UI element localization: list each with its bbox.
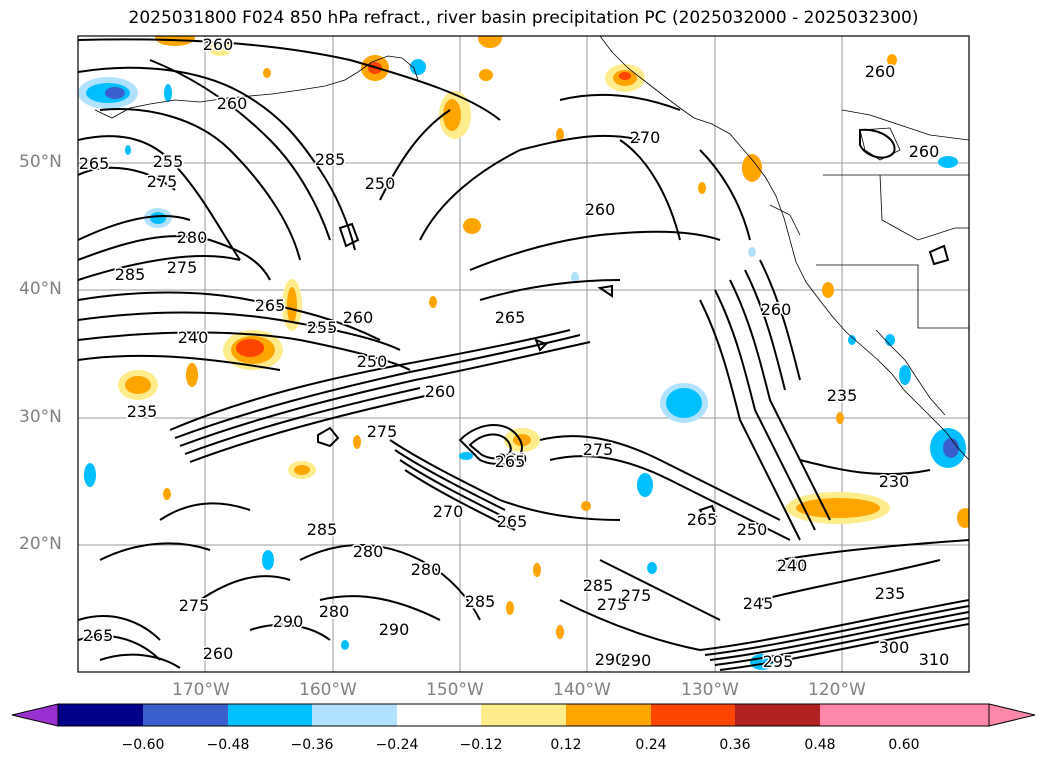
contour-label: 260 [203,35,234,54]
contour-label: 295 [763,652,794,671]
colorbar-segment [566,704,651,726]
contour-label: 260 [909,142,940,161]
contour-label: 280 [411,560,442,579]
contour-label: 235 [127,402,158,421]
colorbar-tick-label: 0.24 [635,737,667,753]
colorbar-tick-label: 0.48 [804,737,836,753]
colorbar-tick-label: 0.36 [719,737,751,753]
contour-label: 270 [630,128,661,147]
contour-label: 280 [353,542,384,561]
contour-label: 260 [343,308,374,327]
contour-label: 285 [583,576,614,595]
colorbar-segment [735,704,820,726]
lon-label-130w: 130°W [681,680,739,700]
contour-label: 240 [777,556,808,575]
contour-label: 265 [79,154,110,173]
contour-label: 230 [879,472,910,491]
contour-label: 260 [497,450,528,469]
contour-label: 285 [465,592,496,611]
map-title: 2025031800 F024 850 hPa refract., river … [128,8,919,28]
coastlines [94,36,969,461]
colorbar-segment [312,704,397,726]
colorbar-extend-left [11,703,59,727]
contour-label: 265 [497,512,528,531]
contour-label: 235 [875,584,906,603]
contour-label: 260 [585,200,616,219]
colorbar-tick-label: −0.36 [290,737,334,753]
contour-label: 275 [597,595,628,614]
plot-frame [77,35,970,673]
colorbar-segment [228,704,312,726]
lat-label-50: 50°N [19,152,62,172]
colorbar-segment [820,704,904,726]
contour-label: 275 [583,440,614,459]
contour-label: 290 [379,620,410,639]
contour-label: 265 [83,626,114,645]
contour-label: 260 [425,382,456,401]
contour-label: 260 [217,94,248,113]
colorbar-extend-right [988,703,1036,727]
lat-label-30: 30°N [19,407,62,427]
contour-label: 250 [357,352,388,371]
contour-label: 275 [147,172,178,191]
contour-label: 275 [167,258,198,277]
refractivity-contours [78,38,969,671]
lat-label-20: 20°N [19,534,62,554]
colorbar-segment [904,704,989,726]
contour-label: 265 [495,308,526,327]
contour-label: 250 [737,520,768,539]
lon-label-150w: 150°W [426,680,484,700]
shaded-anomalies [78,36,969,670]
contour-label: 280 [319,602,350,621]
lon-label-140w: 140°W [553,680,611,700]
contour-label: 285 [315,150,346,169]
colorbar-tick-label: −0.48 [206,737,250,753]
lat-label-40: 40°N [19,279,62,299]
colorbar-tick-label: −0.60 [121,737,165,753]
colorbar-segment [58,704,143,726]
contour-label: 255 [307,318,338,337]
colorbar-tick-label: −0.24 [375,737,419,753]
contour-label: 285 [307,520,338,539]
colorbar-tick-label: 0.12 [550,737,582,753]
contour-label: 300 [879,638,910,657]
colorbar-segment [143,704,228,726]
contour-label: 275 [179,596,210,615]
colorbar-tick-label: 0.60 [888,737,920,753]
contour-label: 240 [775,556,806,575]
contour-label: 265 [687,510,718,529]
plot-area [78,36,969,672]
contour-label: 290 [273,612,304,631]
colorbar-segment [481,704,566,726]
colorbar-tick-label: −0.12 [459,737,503,753]
contour-label: 235 [827,386,858,405]
contour-label: 290 [595,650,626,669]
contour-label: 290 [621,651,652,670]
contour-label: 260 [203,644,234,663]
contour-label: 245 [743,594,774,613]
contour-label: 280 [177,228,208,247]
lon-label-170w: 170°W [172,680,230,700]
contour-label: 275 [367,422,398,441]
colorbar [11,703,1036,727]
colorbar-segment [651,704,735,726]
colorbar-segment [397,704,481,726]
contour-label: 310 [919,650,950,669]
lon-label-160w: 160°W [299,680,357,700]
contour-label: 270 [433,502,464,521]
lon-label-120w: 120°W [808,680,866,700]
contour-label: 275 [621,586,652,605]
contour-label: 240 [178,328,209,347]
contour-label: 265 [495,452,526,471]
contour-label: 250 [365,174,396,193]
contour-label: 255 [153,152,184,171]
contour-label: 260 [865,62,896,81]
contour-label: 260 [761,300,792,319]
contour-label: 265 [255,296,286,315]
contour-label: 285 [115,265,146,284]
